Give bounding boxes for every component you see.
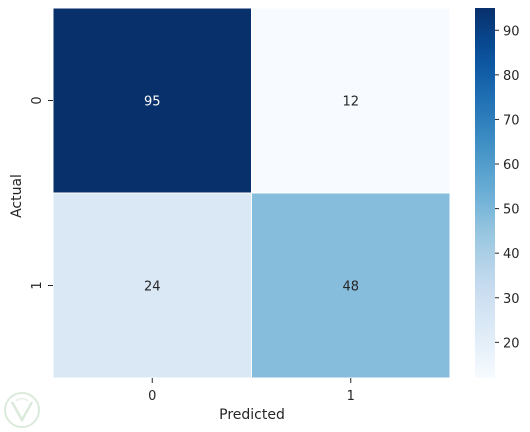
x-axis-label: Predicted bbox=[219, 407, 285, 423]
heatmap-cell-label-r0-c0: 95 bbox=[144, 95, 161, 110]
x-tick-label-0: 0 bbox=[148, 389, 156, 404]
colorbar-tick-label-30: 30 bbox=[503, 292, 520, 307]
heatmap-cell-r0-c0 bbox=[52, 7, 252, 194]
colorbar-tick-label-60: 60 bbox=[503, 158, 520, 173]
heatmap-cell-labels: 95 12 24 48 bbox=[144, 95, 359, 295]
x-tick-label-1: 1 bbox=[347, 389, 355, 404]
heatmap-cell-label-r1-c0: 24 bbox=[144, 280, 161, 295]
heatmap-cell-r0-c1 bbox=[251, 7, 451, 194]
y-axis-label: Actual bbox=[9, 174, 25, 218]
colorbar bbox=[475, 8, 495, 378]
watermark-logo-icon bbox=[4, 392, 40, 428]
colorbar-tick-label-90: 90 bbox=[503, 24, 520, 39]
heatmap-cell-r1-c1 bbox=[251, 192, 451, 379]
colorbar-tick-label-70: 70 bbox=[503, 113, 520, 128]
heatmap-cells bbox=[52, 7, 451, 379]
colorbar-tick-label-50: 50 bbox=[503, 203, 520, 218]
y-axis-ticks: 01 bbox=[30, 96, 53, 290]
colorbar-ticks: 20 30 40 50 60 70 80 90 bbox=[495, 24, 520, 351]
heatmap-cell-label-r1-c1: 48 bbox=[342, 280, 359, 295]
colorbar-tick-label-40: 40 bbox=[503, 247, 520, 262]
colorbar-tick-label-80: 80 bbox=[503, 69, 520, 84]
heatmap-cell-label-r0-c1: 12 bbox=[342, 95, 359, 110]
y-tick-label-1: 1 bbox=[30, 281, 45, 289]
y-tick-label-0: 0 bbox=[30, 96, 45, 104]
colorbar-tick-label-20: 20 bbox=[503, 336, 520, 351]
heatmap-cell-r1-c0 bbox=[52, 192, 252, 379]
